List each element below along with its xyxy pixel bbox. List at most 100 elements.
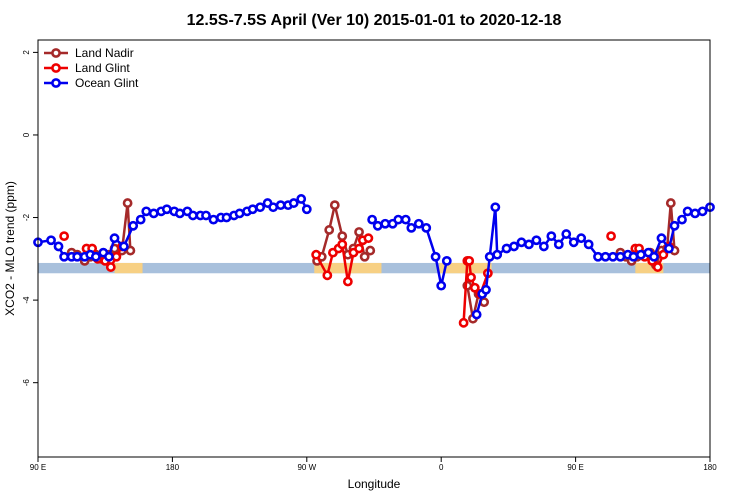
land-band [314, 262, 382, 274]
data-point [546, 231, 557, 242]
data-point [441, 255, 452, 266]
data-point [608, 251, 618, 262]
land-band [114, 262, 143, 274]
data-point [464, 255, 475, 266]
y-tick-label: 0 [22, 132, 31, 137]
data-point [471, 309, 482, 320]
data-point [128, 220, 139, 231]
data-point [324, 225, 335, 235]
land-band [439, 262, 492, 274]
data-point [221, 212, 232, 223]
series-layer [33, 194, 715, 328]
data-point [400, 214, 411, 225]
data-point [466, 272, 476, 283]
data-point [649, 251, 659, 262]
data-point [354, 243, 364, 254]
legend-item: Land Glint [44, 61, 130, 75]
legend-swatch-marker [51, 63, 61, 73]
y-tick-label: -6 [22, 379, 31, 387]
data-point [501, 243, 512, 254]
data-point [363, 233, 374, 244]
data-point [322, 270, 333, 281]
data-point [342, 276, 353, 287]
plot-frame [37, 39, 711, 458]
data-point [538, 241, 549, 252]
data-point [677, 214, 687, 225]
data-point [234, 208, 245, 219]
legend-label: Land Nadir [75, 46, 134, 60]
data-point [125, 245, 136, 256]
data-point [59, 251, 70, 262]
data-point [135, 214, 146, 225]
data-point [492, 249, 503, 260]
data-point [436, 280, 447, 291]
y-axis: 2 0 -2 -4 -6 [22, 50, 38, 387]
data-point [329, 200, 340, 211]
data-point [288, 198, 299, 208]
data-point [174, 208, 185, 219]
data-point [275, 200, 286, 211]
data-point [421, 222, 432, 233]
data-point [337, 231, 348, 242]
data-point [337, 239, 348, 250]
data-point [413, 218, 424, 229]
data-point [430, 251, 441, 262]
data-point [208, 214, 219, 225]
data-point [255, 202, 266, 213]
data-point [105, 262, 116, 272]
data-point [682, 206, 693, 217]
data-point [553, 239, 564, 250]
data-point [664, 243, 674, 254]
data-point [600, 251, 611, 262]
reference-bands [38, 262, 710, 274]
data-point [481, 284, 491, 295]
data-point [188, 210, 198, 221]
data-point [141, 206, 152, 217]
x-axis-label: Longitude [348, 477, 401, 491]
data-point [516, 237, 527, 248]
legend-label: Land Glint [75, 61, 130, 75]
data-point [690, 208, 700, 219]
legend-swatch-marker [51, 78, 61, 88]
data-point [606, 231, 616, 242]
legend-swatch-marker [51, 48, 61, 58]
x-tick-label: 90 E [30, 463, 46, 472]
data-point [561, 229, 572, 239]
data-point [484, 251, 495, 262]
data-point [636, 249, 646, 260]
data-point [697, 206, 708, 217]
x-tick-label: 90 E [567, 463, 583, 472]
data-point [268, 202, 279, 213]
data-point [118, 241, 129, 252]
x-tick-label: 0 [439, 463, 444, 472]
data-point [247, 204, 258, 215]
data-point [406, 222, 417, 233]
data-point [509, 241, 519, 252]
legend-item: Ocean Glint [44, 76, 139, 90]
data-point [593, 251, 603, 262]
chart-title: 12.5S-7.5S April (Ver 10) 2015-01-01 to … [187, 12, 562, 29]
data-point [109, 233, 120, 244]
y-tick-label: -2 [22, 213, 31, 221]
data-point [111, 251, 122, 262]
data-point [354, 227, 364, 237]
data-point [576, 233, 587, 244]
data-point [359, 251, 370, 262]
legend-label: Ocean Glint [75, 76, 139, 90]
data-point [201, 210, 211, 221]
data-point [583, 239, 594, 250]
data-point [367, 214, 378, 225]
y-tick-label: 2 [22, 50, 31, 55]
data-point [90, 251, 101, 262]
data-point [656, 233, 667, 244]
data-point [665, 198, 676, 208]
data-point [458, 317, 469, 328]
data-point [59, 231, 70, 242]
y-tick-label: -4 [22, 296, 31, 304]
data-point [658, 249, 669, 260]
data-point [628, 251, 639, 262]
data-point [148, 208, 159, 219]
data-point [161, 204, 172, 215]
data-point [122, 198, 133, 208]
